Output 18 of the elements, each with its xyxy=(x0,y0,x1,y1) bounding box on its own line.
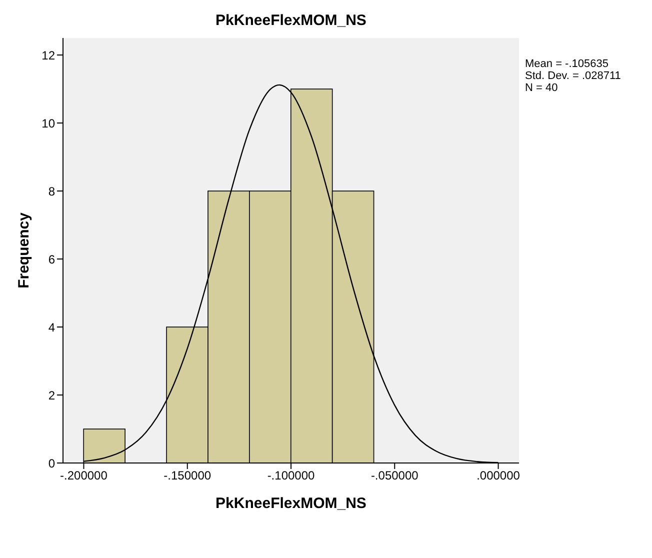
x-axis-title: PkKneeFlexMOM_NS xyxy=(216,495,366,512)
y-tick-label: 12 xyxy=(42,48,56,62)
x-tick-label: -.050000 xyxy=(370,468,419,483)
text: Mean = -.105635 xyxy=(525,58,610,70)
chart-title: PkKneeFlexMOM_NS xyxy=(214,12,368,29)
text: N = 40 xyxy=(525,82,559,94)
y-tick-label: 10 xyxy=(42,116,56,130)
x-tick-label: -.150000 xyxy=(164,468,212,483)
y-tick-label: 4 xyxy=(48,320,56,334)
y-axis-title: Frequency xyxy=(15,212,32,288)
y-tick-label: 6 xyxy=(48,252,56,266)
x-tick-label: -.200000 xyxy=(60,468,108,483)
x-tick-label: .000000 xyxy=(476,468,520,483)
y-tick-label: 0 xyxy=(48,456,56,470)
y-tick-label: 2 xyxy=(48,388,56,402)
text: Std. Dev. = .028711 xyxy=(525,70,621,82)
x-tick-label: -.100000 xyxy=(267,468,316,483)
y-tick-label: 8 xyxy=(48,184,56,198)
